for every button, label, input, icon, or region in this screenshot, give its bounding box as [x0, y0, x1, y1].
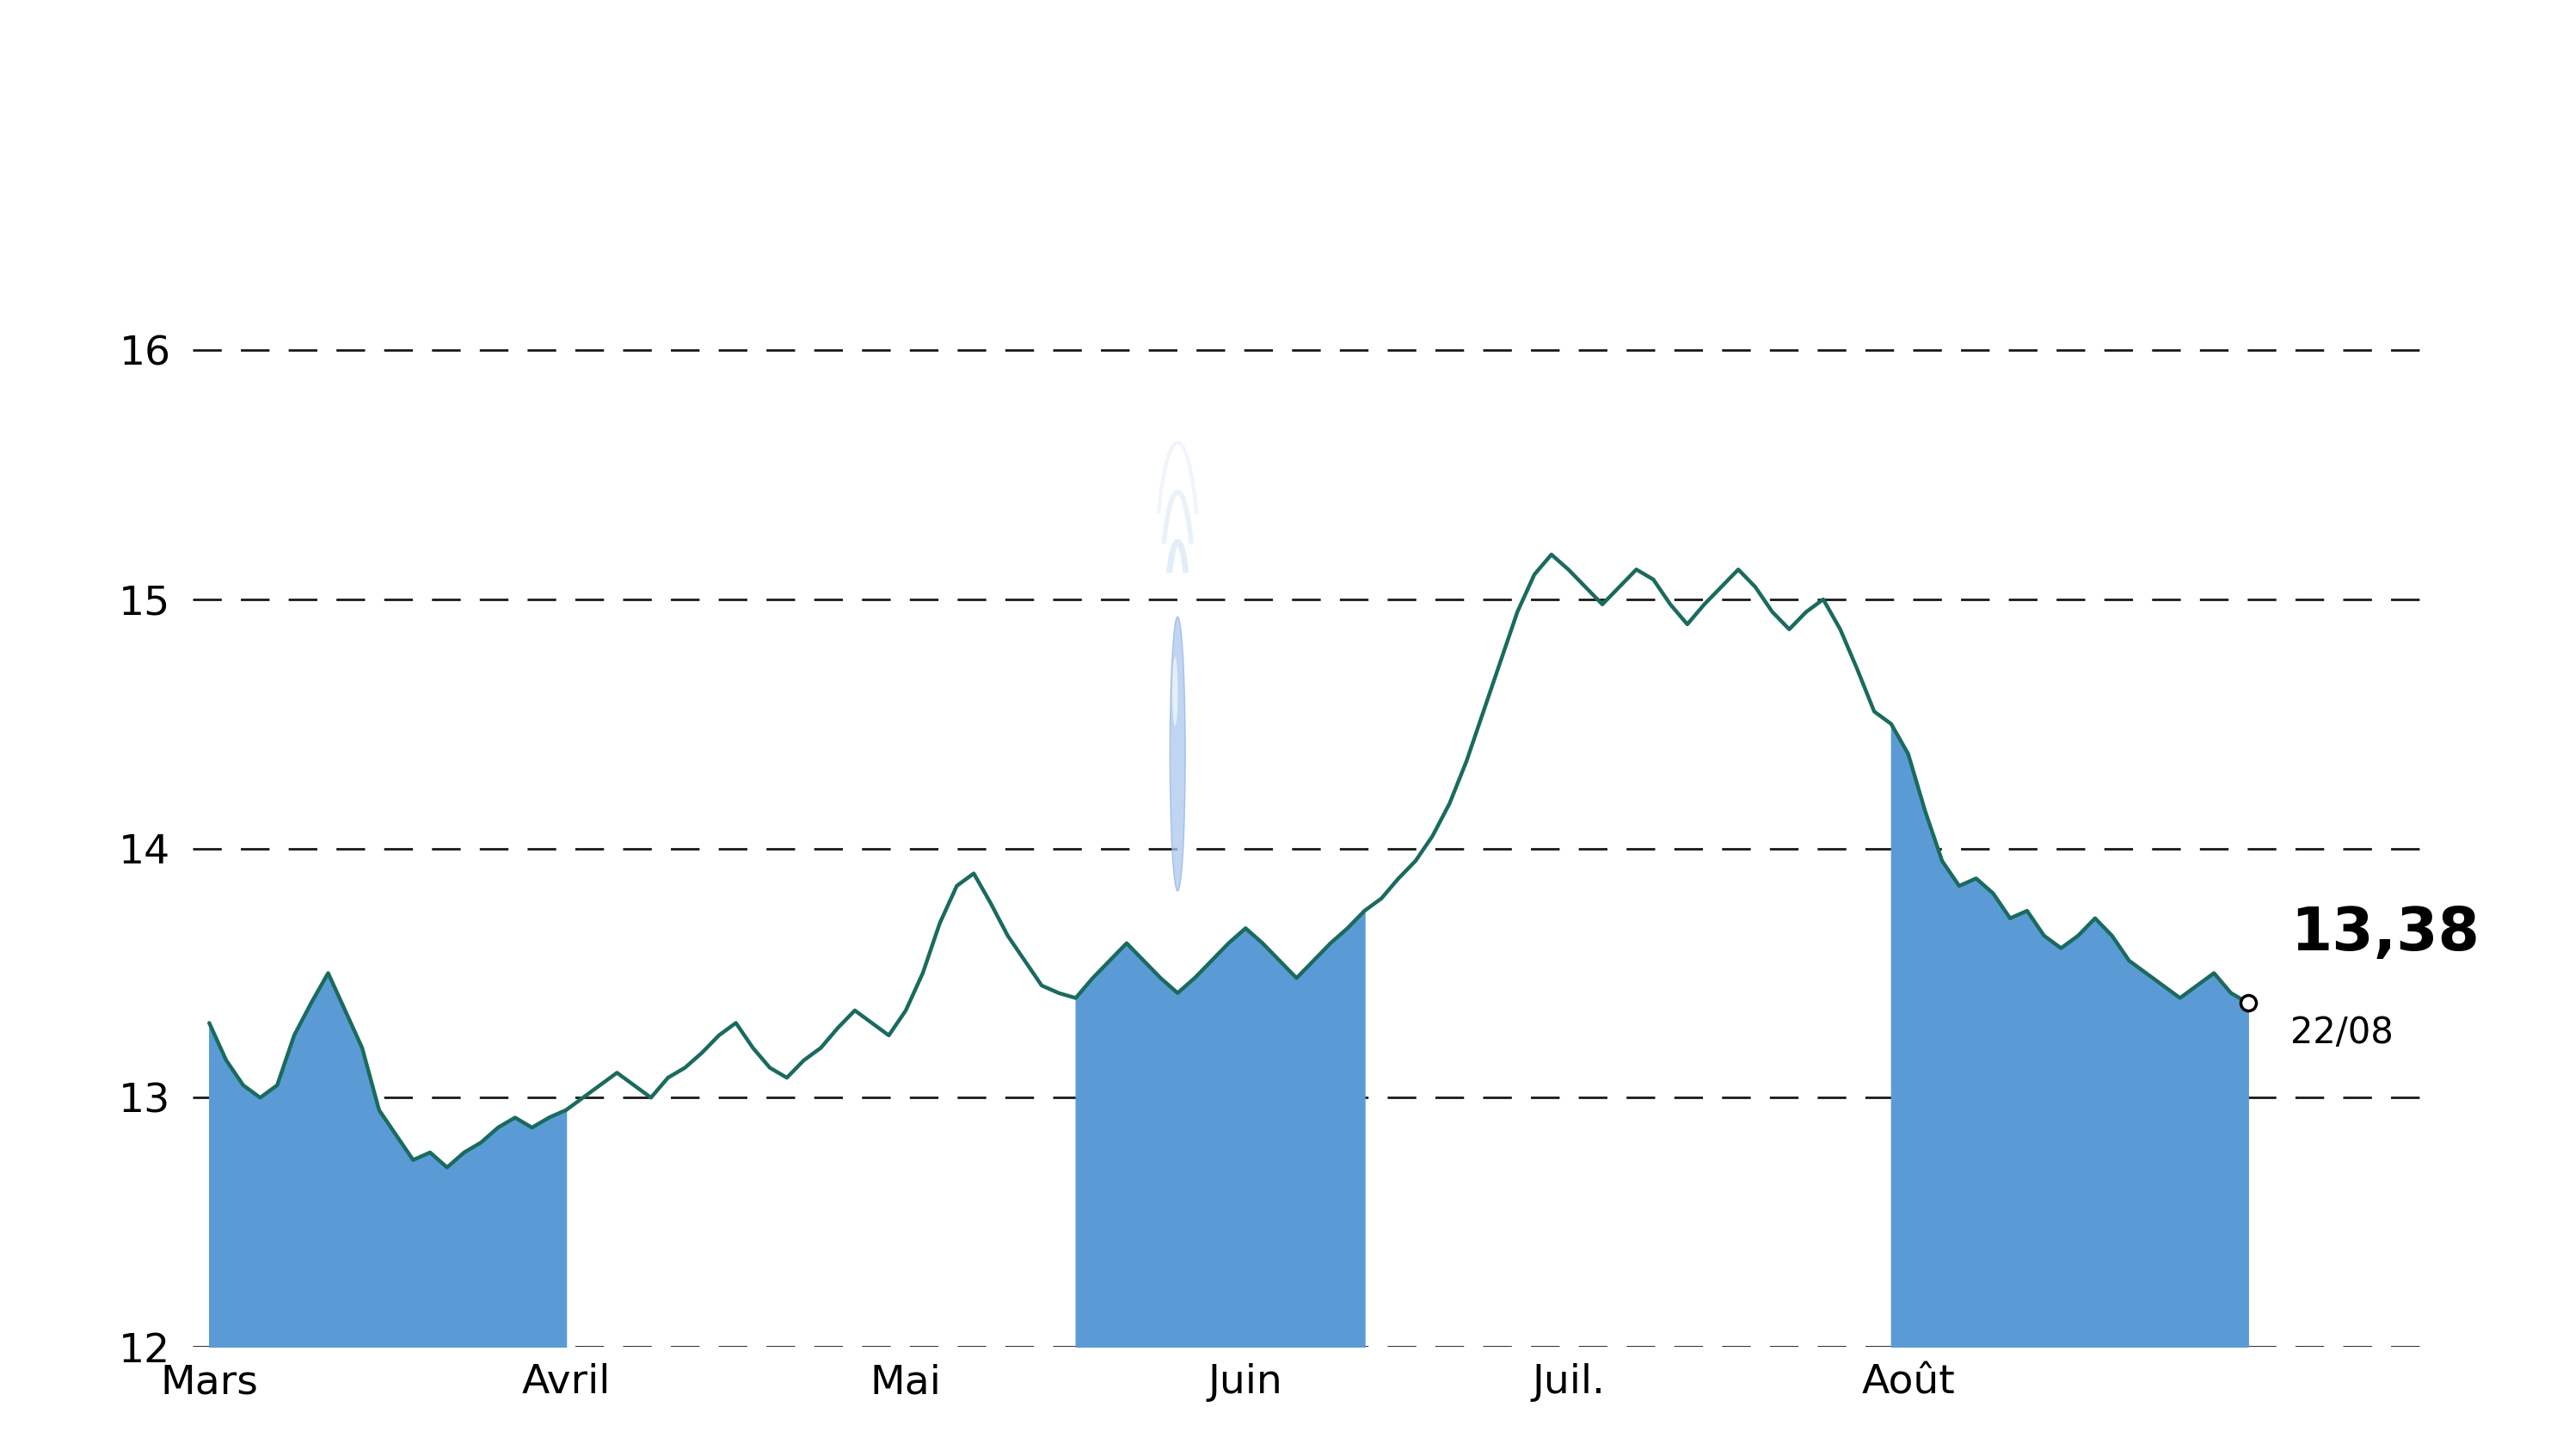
- Ellipse shape: [1169, 617, 1184, 891]
- Text: 22/08: 22/08: [2291, 1015, 2394, 1051]
- Text: 13,38: 13,38: [2291, 904, 2478, 962]
- Text: Gladstone Land Corporation: Gladstone Land Corporation: [695, 48, 1868, 119]
- Ellipse shape: [1171, 657, 1179, 727]
